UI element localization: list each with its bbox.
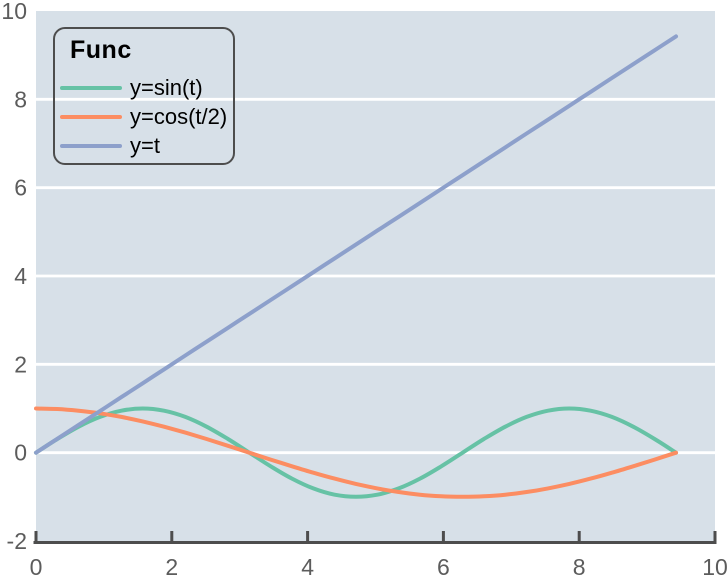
y-tick-label-0: 0 (14, 440, 27, 466)
y-tick-label-2: 2 (14, 351, 27, 377)
x-tick-label-0: 0 (30, 554, 43, 577)
y-tick-label-10: 10 (1, 0, 27, 24)
legend-item-y-cos-t-2: y=cos(t/2) (60, 102, 233, 131)
series-line-y-cos-t-2 (34, 406, 678, 499)
x-tick-label-6: 6 (437, 554, 450, 577)
legend-label-y-t: y=t (130, 132, 160, 158)
legend-item-y-t: y=t (60, 131, 233, 160)
legend-swatch-y-cos-t-2 (60, 114, 122, 119)
y-tick-label-6: 6 (14, 175, 27, 201)
legend-item-y-sin-t: y=sin(t) (60, 73, 233, 102)
series-line-y-sin-t (34, 406, 678, 499)
y-tick-label-4: 4 (14, 263, 27, 289)
legend-label-y-sin-t: y=sin(t) (130, 74, 203, 100)
x-tick-label-4: 4 (301, 554, 314, 577)
legend: Func y=sin(t) y=cos(t/2) y=t (53, 27, 235, 165)
legend-swatch-y-t (60, 143, 122, 148)
legend-swatch-y-sin-t (60, 85, 122, 90)
x-tick-label-2: 2 (165, 554, 178, 577)
x-tick-label-8: 8 (573, 554, 586, 577)
legend-rows: y=sin(t) y=cos(t/2) y=t (60, 73, 233, 160)
y-tick-label--2: -2 (7, 528, 27, 554)
series-line-y-t (34, 34, 678, 455)
legend-label-y-cos-t-2: y=cos(t/2) (130, 103, 228, 129)
y-tick-label-8: 8 (14, 86, 27, 112)
legend-title: Func (70, 36, 132, 64)
x-tick-label-10: 10 (702, 554, 728, 577)
